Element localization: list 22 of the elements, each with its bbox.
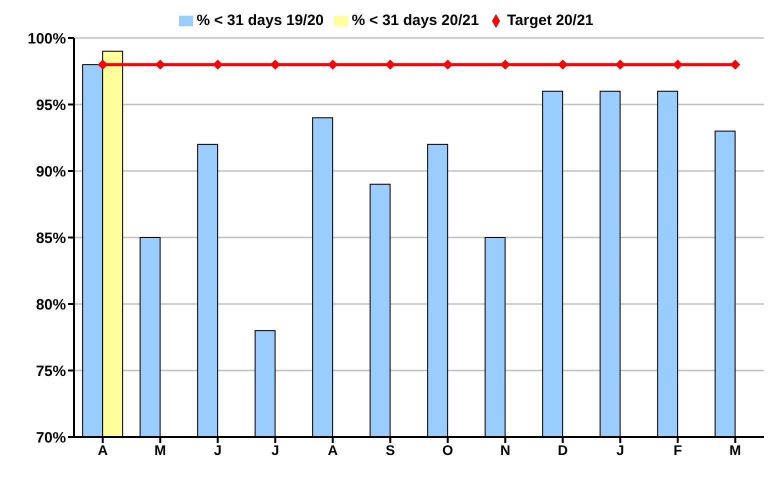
legend-label: % < 31 days 19/20 [196, 12, 324, 29]
y-tick-label: 90% [36, 163, 66, 180]
x-tick-label: M [154, 442, 166, 458]
y-tick-label: 75% [36, 362, 66, 380]
x-tick-label: N [500, 442, 510, 458]
y-tick-label: 85% [36, 230, 66, 247]
x-tick-label: S [386, 442, 395, 458]
x-tick-label: J [616, 442, 624, 458]
x-tick-label: A [98, 442, 108, 458]
x-tick-label: O [442, 442, 454, 458]
x-tick-label: D [558, 442, 568, 458]
legend-label: % < 31 days 20/21 [352, 12, 479, 29]
x-tick-label: A [328, 442, 338, 458]
x-tick-label: J [214, 442, 222, 458]
y-tick-label: 70% [36, 429, 66, 446]
x-tick-label: M [729, 442, 742, 458]
legend-label: Target 20/21 [506, 12, 594, 29]
y-tick-label: 80% [36, 296, 66, 314]
y-tick-label: 100% [28, 30, 66, 48]
x-tick-label: J [271, 442, 280, 458]
y-tick-label: 95% [36, 96, 66, 114]
x-tick-label: F [673, 442, 682, 458]
